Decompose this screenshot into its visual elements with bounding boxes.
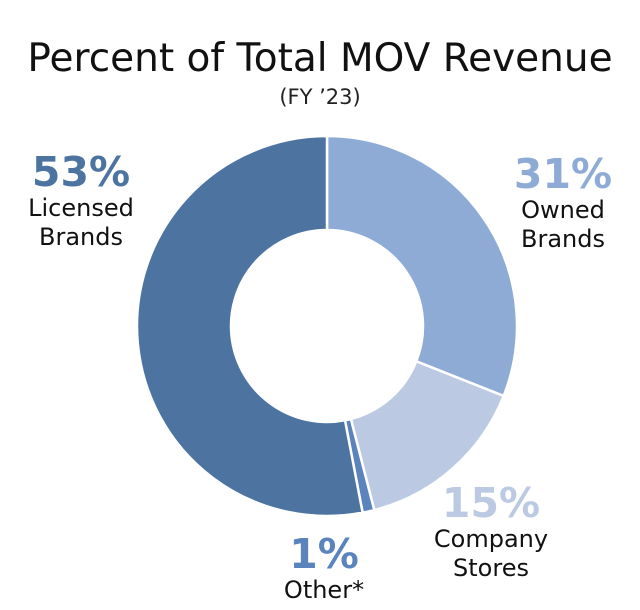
slice-name-line: Licensed	[28, 194, 134, 222]
slice-value-label: 53%	[31, 148, 131, 196]
slice-name-line: Brands	[521, 225, 605, 253]
slice-name-line: Other*	[283, 576, 365, 604]
slice-name-line: Stores	[453, 554, 529, 582]
slice-value-label: 15%	[441, 479, 541, 527]
slice-value-label: 31%	[513, 150, 613, 198]
slice-label-company-stores: 15% Company Stores	[418, 481, 564, 583]
donut-slice-owned-brands	[325, 134, 519, 398]
chart-subtitle: (FY ’23)	[279, 85, 361, 109]
slice-label-other: 1% Other*	[268, 532, 380, 605]
donut-slices	[135, 134, 519, 518]
slice-label-licensed-brands: 53% Licensed Brands	[14, 150, 148, 252]
slice-name-line: Brands	[39, 223, 123, 251]
slice-name-line: Company	[433, 525, 549, 553]
donut-slice-licensed-brands	[135, 134, 364, 518]
slice-label-owned-brands: 31% Owned Brands	[500, 152, 626, 254]
slice-name-line: Owned	[521, 196, 605, 224]
chart-title: Percent of Total MOV Revenue	[27, 36, 613, 81]
slice-value-label: 1%	[289, 530, 359, 578]
